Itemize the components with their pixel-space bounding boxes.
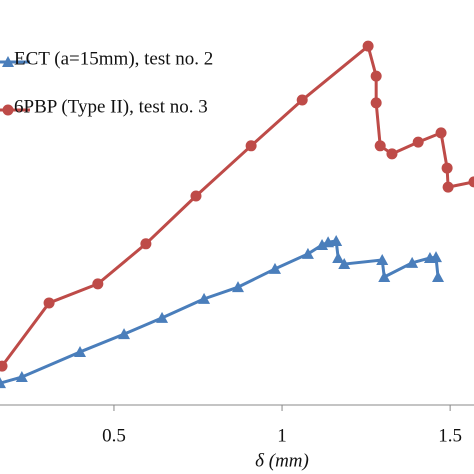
- data-point: [43, 297, 55, 309]
- data-point: [140, 238, 152, 250]
- data-point: [374, 140, 386, 152]
- x-tick-label: 0.5: [102, 425, 126, 446]
- data-point: [362, 40, 374, 52]
- data-point: [435, 127, 447, 139]
- data-point: [296, 94, 308, 106]
- legend-label: 6PBP (Type II), test no. 3: [14, 96, 208, 117]
- data-point: [0, 377, 6, 389]
- data-point: [2, 104, 14, 116]
- data-point: [156, 311, 169, 323]
- data-point: [245, 140, 257, 152]
- data-point: [232, 281, 245, 293]
- data-point: [468, 176, 474, 188]
- series-line: [0, 44, 474, 368]
- data-point: [406, 256, 419, 268]
- data-point: [301, 247, 314, 259]
- data-point: [0, 360, 8, 372]
- data-point: [441, 162, 453, 174]
- data-point: [412, 136, 424, 148]
- data-point: [74, 345, 87, 357]
- data-point: [92, 278, 104, 290]
- data-point: [330, 234, 343, 246]
- data-point: [370, 70, 382, 82]
- data-point: [376, 254, 389, 266]
- data-point: [118, 328, 131, 340]
- data-point: [2, 56, 14, 67]
- data-point: [430, 251, 443, 263]
- data-point: [386, 148, 398, 160]
- series-line: [0, 239, 440, 385]
- data-point: [268, 262, 281, 274]
- data-point: [332, 251, 345, 263]
- data-point: [190, 190, 202, 202]
- data-point: [15, 371, 28, 383]
- data-point: [316, 239, 329, 251]
- data-point: [378, 271, 391, 283]
- data-point: [198, 292, 211, 304]
- legend-label: ECT (a=15mm), test no. 2: [14, 48, 213, 69]
- x-axis-label: δ (mm): [255, 450, 309, 471]
- x-tick-label: 1: [277, 425, 287, 446]
- data-point: [370, 97, 382, 109]
- data-point: [442, 181, 454, 193]
- x-tick-label: 1.5: [438, 425, 462, 446]
- data-point: [338, 258, 351, 270]
- data-point: [432, 271, 445, 283]
